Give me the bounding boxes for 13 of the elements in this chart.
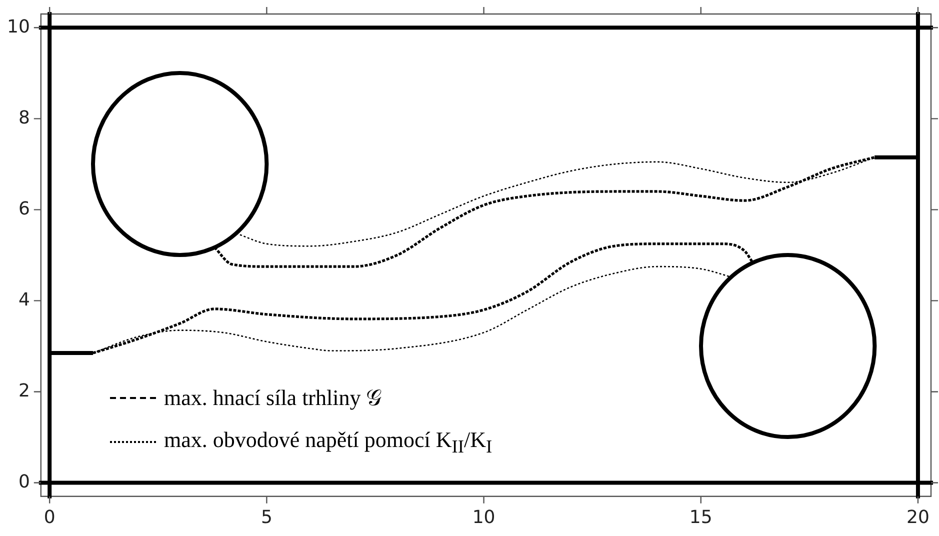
legend-label: max. hnací síla trhliny 𝒢 (164, 385, 382, 411)
y-tick-label: 2 (18, 380, 30, 402)
x-tick-label: 5 (260, 506, 272, 528)
y-tick-label: 10 (7, 16, 30, 38)
x-tick-label: 15 (689, 506, 712, 528)
x-tick-label: 0 (44, 506, 56, 528)
y-tick-label: 4 (18, 289, 30, 310)
x-tick-label: 10 (472, 506, 496, 528)
y-tick-label: 8 (18, 107, 30, 128)
y-tick-label: 0 (18, 471, 30, 492)
x-tick-label: 20 (906, 506, 930, 528)
y-tick-label: 6 (18, 198, 30, 220)
legend-label: max. obvodové napětí pomocí K$_{II}$/K$_{I}$ (164, 426, 492, 458)
